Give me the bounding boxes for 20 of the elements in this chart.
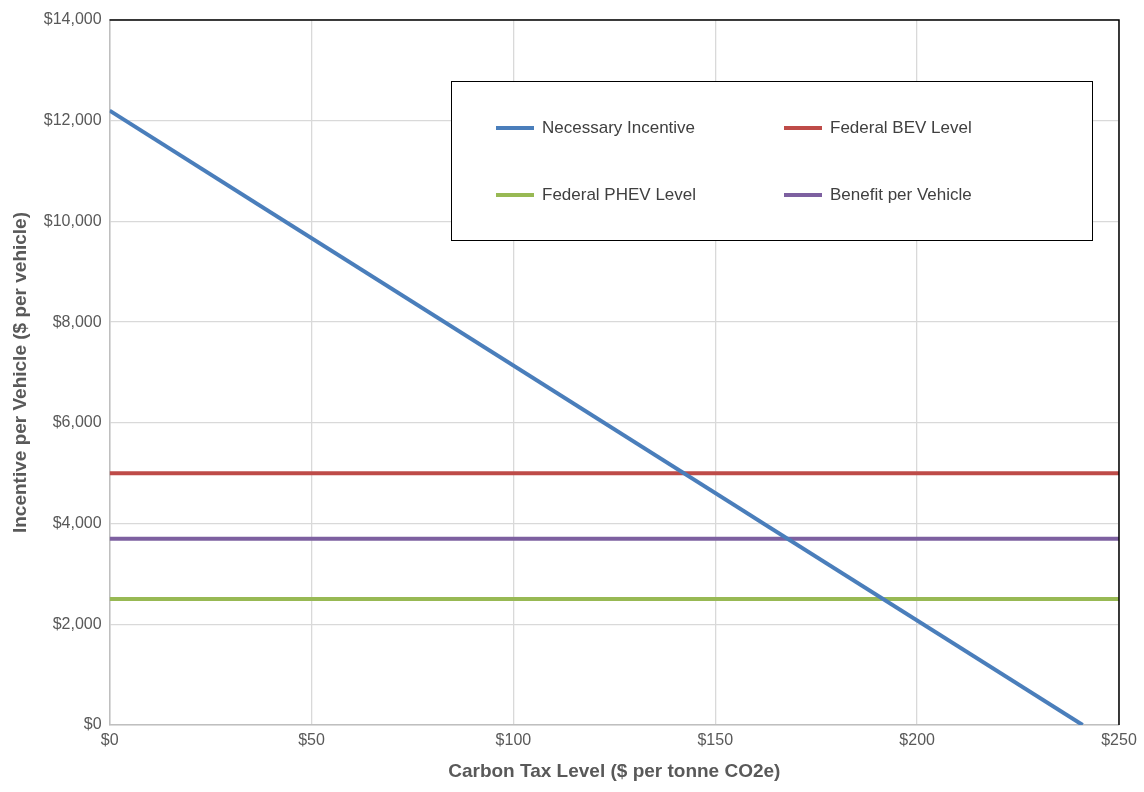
y-tick-label: $6,000 xyxy=(52,413,102,431)
legend-label: Federal BEV Level xyxy=(830,117,972,138)
y-tick-label: $2,000 xyxy=(52,614,102,632)
y-tick-label: $14,000 xyxy=(43,10,102,28)
legend-label: Benefit per Vehicle xyxy=(830,184,972,205)
x-tick-label: $200 xyxy=(899,731,936,749)
y-tick-label: $4,000 xyxy=(52,513,102,531)
legend-label: Necessary Incentive xyxy=(542,117,696,138)
y-tick-label: $12,000 xyxy=(43,111,102,129)
x-tick-label: $50 xyxy=(298,731,325,749)
legend-label: Federal PHEV Level xyxy=(542,184,697,205)
x-tick-label: $150 xyxy=(697,731,734,749)
y-tick-label: $0 xyxy=(83,715,102,733)
y-axis-title: Incentive per Vehicle ($ per vehicle) xyxy=(8,211,30,534)
x-axis-title: Carbon Tax Level ($ per tonne CO2e) xyxy=(448,759,781,781)
x-tick-label: $250 xyxy=(1101,731,1137,749)
y-tick-label: $8,000 xyxy=(52,312,102,330)
x-tick-label: $0 xyxy=(100,731,119,749)
y-tick-label: $10,000 xyxy=(43,211,102,229)
x-tick-label: $100 xyxy=(495,731,532,749)
